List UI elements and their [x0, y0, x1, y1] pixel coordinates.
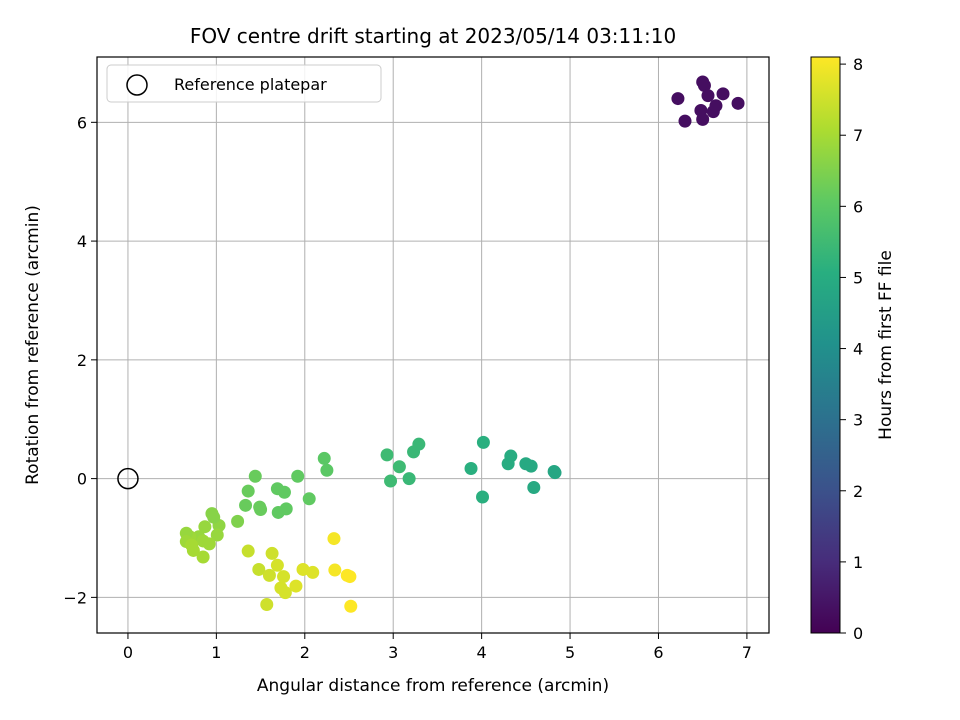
data-point [548, 466, 562, 480]
data-point [248, 469, 262, 483]
data-point [716, 87, 730, 101]
colorbar-tick-label: 8 [853, 55, 863, 74]
data-point [202, 537, 216, 551]
colorbar-gradient [810, 56, 841, 634]
colorbar-tick-label: 0 [853, 624, 863, 643]
colorbar-tick-label: 5 [853, 268, 863, 287]
data-point [252, 562, 266, 576]
data-point [278, 586, 292, 600]
data-point [320, 463, 334, 477]
y-axis-label: Rotation from reference (arcmin) [23, 205, 43, 485]
y-tick-label: 2 [77, 351, 87, 370]
x-tick-label: 0 [123, 643, 133, 662]
data-point [327, 532, 341, 546]
data-point [277, 570, 291, 584]
reference-marker-group [117, 467, 139, 490]
colorbar-tick-label: 4 [853, 340, 863, 359]
x-tick-label: 2 [300, 643, 310, 662]
colorbar-tick-label: 6 [853, 197, 863, 216]
data-point [384, 474, 398, 488]
data-point [701, 89, 715, 103]
legend-box [106, 64, 382, 103]
data-point [671, 92, 685, 106]
data-point [196, 550, 210, 564]
data-point [464, 462, 478, 476]
x-tick-label: 1 [211, 643, 221, 662]
x-tick-label: 3 [388, 643, 398, 662]
reference-platepar-marker [117, 467, 139, 490]
data-point [328, 563, 342, 577]
data-point [697, 79, 711, 93]
colorbar-tick-label: 7 [853, 126, 863, 145]
y-tick-label: 0 [77, 470, 87, 489]
data-point [241, 484, 255, 498]
data-point [186, 543, 200, 557]
data-point [392, 460, 406, 474]
x-tick-label: 4 [477, 643, 487, 662]
legend: Reference platepar [106, 64, 382, 103]
data-point [380, 448, 394, 462]
data-point [231, 514, 245, 528]
data-point [731, 96, 745, 110]
data-point [270, 558, 284, 572]
colorbar: 0 1 2 3 4 5 6 7 8 Hours from first FF file [810, 55, 896, 643]
data-point [207, 510, 221, 524]
x-tick-label: 5 [565, 643, 575, 662]
data-point [277, 485, 291, 499]
data-point [279, 502, 293, 516]
data-point [254, 502, 268, 516]
data-point [210, 528, 224, 542]
legend-reference-marker [126, 74, 148, 96]
data-point [198, 520, 212, 534]
plot-frame [96, 56, 770, 634]
colorbar-label: Hours from first FF file [876, 250, 896, 440]
y-tick-label: 6 [77, 113, 87, 132]
colorbar-ticks: 0 1 2 3 4 5 6 7 8 [840, 55, 863, 643]
data-point [527, 481, 541, 495]
data-point [524, 459, 538, 473]
colorbar-tick-label: 1 [853, 553, 863, 572]
colorbar-tick-label: 3 [853, 411, 863, 430]
x-axis-label: Angular distance from reference (arcmin) [257, 676, 609, 696]
data-point [696, 112, 710, 126]
data-point [344, 599, 358, 613]
data-point [476, 490, 490, 504]
grid-lines [97, 57, 769, 633]
data-point [709, 99, 723, 113]
chart-title: FOV centre drift starting at 2023/05/14 … [190, 24, 676, 48]
y-axis-ticks: −2 0 2 4 6 [63, 113, 97, 607]
data-point [289, 579, 303, 593]
data-point [262, 568, 276, 582]
data-point [402, 472, 416, 486]
x-tick-label: 6 [653, 643, 663, 662]
data-point [343, 570, 357, 584]
data-point [241, 544, 255, 558]
data-point [678, 114, 692, 128]
data-point [291, 469, 305, 483]
x-tick-label: 7 [742, 643, 752, 662]
data-point [476, 435, 490, 449]
data-point [302, 492, 316, 506]
x-axis-ticks: 0 1 2 3 4 5 6 7 [123, 633, 752, 662]
y-tick-label: −2 [63, 588, 87, 607]
data-point [306, 565, 320, 579]
data-points [179, 75, 745, 613]
data-point [265, 546, 279, 560]
data-point [504, 449, 518, 463]
data-point [239, 498, 253, 512]
data-point [260, 597, 274, 611]
y-tick-label: 4 [77, 232, 87, 251]
data-point [412, 437, 426, 451]
legend-entry-reference: Reference platepar [174, 75, 327, 94]
colorbar-tick-label: 2 [853, 482, 863, 501]
data-point [317, 451, 331, 465]
